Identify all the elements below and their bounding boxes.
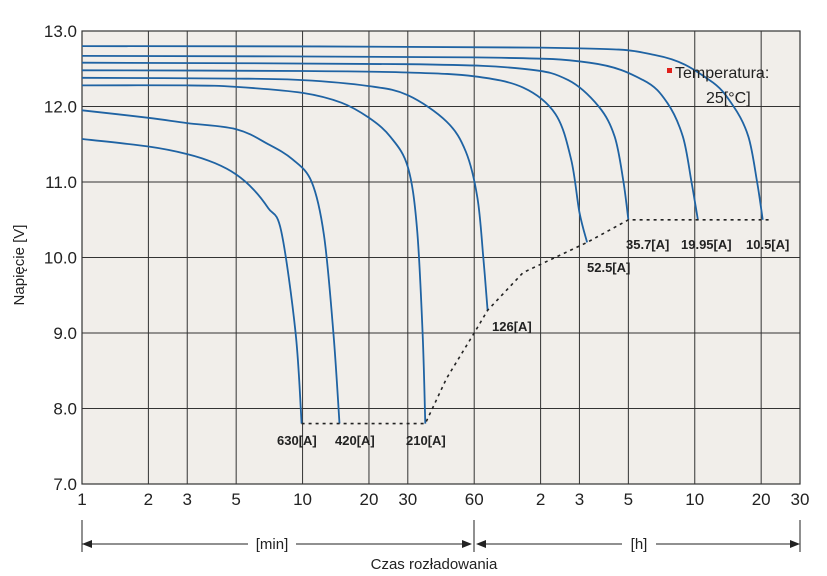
plot-border	[81, 30, 801, 485]
y-tick-label: 13.0	[44, 22, 77, 41]
y-tick-labels: 7.0 8.0 9.0 10.0 11.0 12.0 13.0	[44, 22, 77, 494]
cutoff-voltage-line	[301, 219, 769, 425]
hours-range-label: [h]	[631, 536, 648, 553]
x-tick-labels: 1 2 3 5 10 20 30 60 2 3 5 10 20 30	[77, 490, 809, 509]
x-tick-label: 30	[398, 490, 417, 509]
curve-210a	[81, 84, 427, 424]
label-curve-210a: 210[A]	[406, 433, 446, 448]
label-curve-19-95a: 19.95[A]	[681, 237, 732, 252]
grid	[81, 30, 801, 485]
x-tick-label: 5	[231, 490, 240, 509]
x-tick-label: 2	[144, 490, 153, 509]
curve-126a	[81, 76, 489, 311]
discharge-curves	[81, 45, 764, 424]
x-tick-label: 2	[536, 490, 545, 509]
label-curve-35-7a: 35.7[A]	[626, 237, 669, 252]
curve-35-7a	[81, 61, 630, 220]
x-tick-label: 30	[791, 490, 810, 509]
label-curve-126a: 126[A]	[492, 319, 532, 334]
x-tick-label: 3	[183, 490, 192, 509]
temperature-marker	[667, 68, 672, 73]
x-tick-label: 20	[360, 490, 379, 509]
temperature-value: 25[°C]	[706, 90, 751, 107]
y-tick-label: 8.0	[53, 400, 77, 419]
curve-10-5a	[81, 45, 764, 220]
y-tick-label: 12.0	[44, 98, 77, 117]
x-tick-label: 1	[77, 490, 86, 509]
curve-630a	[81, 138, 303, 424]
temperature-label: Temperatura:	[675, 65, 769, 82]
label-curve-630a: 630[A]	[277, 433, 317, 448]
label-curve-52-5a: 52.5[A]	[587, 260, 630, 275]
y-tick-label: 10.0	[44, 249, 77, 268]
curve-labels: 630[A] 420[A] 210[A] 126[A] 52.5[A] 35.7[A] 19…	[277, 237, 789, 448]
y-tick-label: 11.0	[45, 173, 77, 192]
curve-420a	[81, 109, 341, 424]
y-axis-title: Napięcie [V]	[11, 225, 28, 306]
arrow-right-min	[462, 540, 472, 548]
label-curve-10-5a: 10.5[A]	[746, 237, 789, 252]
temperature-annotation: Temperatura: 25[°C]	[667, 65, 769, 107]
minutes-range-label: [min]	[256, 536, 289, 553]
y-tick-label: 7.0	[53, 475, 77, 494]
x-axis-title: Czas rozładowania	[371, 556, 498, 573]
x-tick-label: 60	[465, 490, 484, 509]
x-tick-label: 10	[293, 490, 312, 509]
y-tick-label: 9.0	[53, 324, 77, 343]
x-tick-label: 5	[624, 490, 633, 509]
curve-19-95a	[81, 55, 699, 220]
arrow-left-h	[476, 540, 486, 548]
x-tick-label: 20	[752, 490, 771, 509]
curve-52-5a	[81, 69, 588, 243]
x-tick-label: 3	[575, 490, 584, 509]
label-curve-420a: 420[A]	[335, 433, 375, 448]
x-tick-label: 10	[685, 490, 704, 509]
arrow-left-min	[82, 540, 92, 548]
time-range-arrows: [min] [h]	[81, 520, 801, 553]
arrow-right-h	[790, 540, 800, 548]
